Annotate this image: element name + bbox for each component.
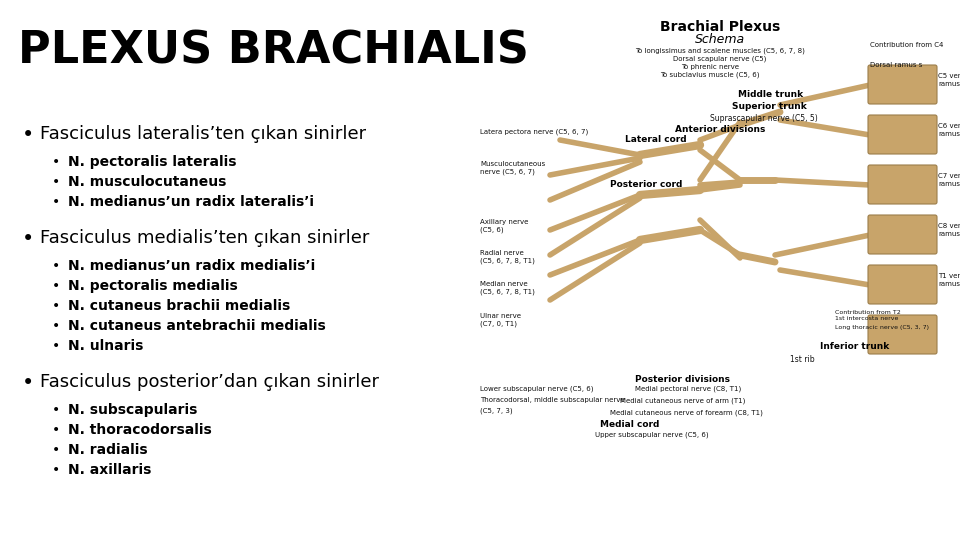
Text: Lateral cord: Lateral cord [625,135,686,144]
Text: N. pectoralis medialis: N. pectoralis medialis [68,279,238,293]
Text: Anterior divisions: Anterior divisions [675,125,765,134]
FancyBboxPatch shape [868,215,937,254]
Text: •: • [52,259,60,273]
Text: •: • [52,175,60,189]
Text: Contribution from T2
1st intercosta nerve: Contribution from T2 1st intercosta nerv… [835,310,900,321]
Text: Medial pectoral nerve (C8, T1): Medial pectoral nerve (C8, T1) [635,385,741,392]
Text: Fasciculus posterior’dan çıkan sinirler: Fasciculus posterior’dan çıkan sinirler [40,373,379,391]
FancyBboxPatch shape [868,115,937,154]
Text: Middle trunk: Middle trunk [738,90,804,99]
Text: Inferior trunk: Inferior trunk [820,342,889,351]
Text: Dorsal scapular nerve (C5): Dorsal scapular nerve (C5) [673,56,767,63]
Text: Suprascapular nerve (C5, 5): Suprascapular nerve (C5, 5) [710,114,818,123]
Text: Schema: Schema [695,33,745,46]
Text: Ulnar nerve
(C7, 0, T1): Ulnar nerve (C7, 0, T1) [480,313,521,327]
Text: N. cutaneus antebrachii medialis: N. cutaneus antebrachii medialis [68,319,325,333]
FancyBboxPatch shape [868,265,937,304]
Text: C5 ventral
ramus: C5 ventral ramus [938,73,960,86]
Text: N. medianus’un radix lateralis’i: N. medianus’un radix lateralis’i [68,195,314,209]
Text: (C5, 7, 3): (C5, 7, 3) [480,407,513,414]
Text: N. thoracodorsalis: N. thoracodorsalis [68,423,212,437]
Text: Latera pectora nerve (C5, 6, 7): Latera pectora nerve (C5, 6, 7) [480,129,588,135]
Text: C8 ventral
ramus: C8 ventral ramus [938,224,960,237]
Text: •: • [22,125,35,145]
Text: •: • [52,339,60,353]
Text: Dorsal ramus s: Dorsal ramus s [870,62,923,68]
Text: PLEXUS BRACHIALIS: PLEXUS BRACHIALIS [18,30,529,73]
Text: N. medianus’un radix medialis’i: N. medianus’un radix medialis’i [68,259,315,273]
Text: T1 ventral
ramus: T1 ventral ramus [938,273,960,287]
Text: To subclavius muscle (C5, 6): To subclavius muscle (C5, 6) [660,72,759,78]
Text: C7 ventral
ramus: C7 ventral ramus [938,173,960,186]
Text: N. pectoralis lateralis: N. pectoralis lateralis [68,155,236,169]
Text: C6 ventral
ramus: C6 ventral ramus [938,124,960,137]
Text: •: • [52,443,60,457]
Text: Medial cutaneous nerve of forearm (C8, T1): Medial cutaneous nerve of forearm (C8, T… [610,409,763,415]
Text: To longissimus and scalene muscles (C5, 6, 7, 8): To longissimus and scalene muscles (C5, … [636,48,804,55]
Text: •: • [52,423,60,437]
Text: •: • [22,373,35,393]
Text: To phrenic nerve: To phrenic nerve [681,64,739,70]
Text: Lower subscapular nerve (C5, 6): Lower subscapular nerve (C5, 6) [480,385,593,392]
Text: Medial cord: Medial cord [600,420,660,429]
Text: •: • [52,279,60,293]
FancyBboxPatch shape [868,165,937,204]
Text: Fasciculus lateralis’ten çıkan sinirler: Fasciculus lateralis’ten çıkan sinirler [40,125,366,143]
Text: •: • [52,403,60,417]
Text: •: • [22,229,35,249]
Text: N. radialis: N. radialis [68,443,148,457]
Text: N. ulnaris: N. ulnaris [68,339,143,353]
Text: N. axillaris: N. axillaris [68,463,152,477]
Text: Thoracodorsal, middle subscapular nerve: Thoracodorsal, middle subscapular nerve [480,397,625,403]
Text: •: • [52,195,60,209]
Text: •: • [52,155,60,169]
Text: Posterior cord: Posterior cord [610,180,683,189]
Text: N. cutaneus brachii medialis: N. cutaneus brachii medialis [68,299,290,313]
Text: Medial cutaneous nerve of arm (T1): Medial cutaneous nerve of arm (T1) [620,397,745,403]
Text: 1st rib: 1st rib [790,355,815,364]
Text: N. musculocutaneus: N. musculocutaneus [68,175,227,189]
Text: Axillary nerve
(C5, 6): Axillary nerve (C5, 6) [480,219,528,233]
Text: Posterior divisions: Posterior divisions [635,375,730,384]
Text: Radial nerve
(C5, 6, 7, 8, T1): Radial nerve (C5, 6, 7, 8, T1) [480,250,535,264]
Text: N. subscapularis: N. subscapularis [68,403,198,417]
Text: Superior trunk: Superior trunk [732,102,806,111]
Text: •: • [52,299,60,313]
Text: •: • [52,319,60,333]
FancyBboxPatch shape [868,65,937,104]
FancyBboxPatch shape [868,315,937,354]
Text: Upper subscapular nerve (C5, 6): Upper subscapular nerve (C5, 6) [595,432,708,438]
Text: Median nerve
(C5, 6, 7, 8, T1): Median nerve (C5, 6, 7, 8, T1) [480,281,535,295]
Text: Long thoracic nerve (C5, 3, 7): Long thoracic nerve (C5, 3, 7) [835,325,929,330]
Text: •: • [52,463,60,477]
Text: Brachial Plexus: Brachial Plexus [660,20,780,34]
Text: Musculocutaneous
nerve (C5, 6, 7): Musculocutaneous nerve (C5, 6, 7) [480,161,545,175]
Text: Contribution from C4: Contribution from C4 [870,42,944,48]
Text: Fasciculus medialis’ten çıkan sinirler: Fasciculus medialis’ten çıkan sinirler [40,229,370,247]
